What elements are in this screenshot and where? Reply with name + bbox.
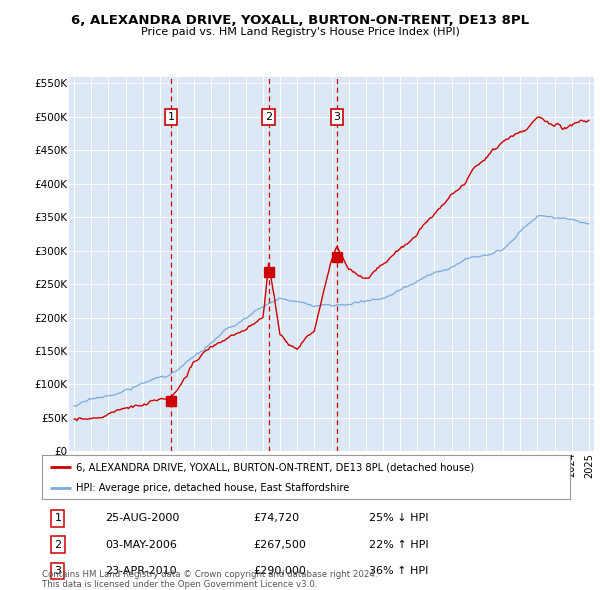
- Text: 03-MAY-2006: 03-MAY-2006: [106, 540, 177, 550]
- Text: Price paid vs. HM Land Registry's House Price Index (HPI): Price paid vs. HM Land Registry's House …: [140, 27, 460, 37]
- Text: 25% ↓ HPI: 25% ↓ HPI: [370, 513, 429, 523]
- Text: 6, ALEXANDRA DRIVE, YOXALL, BURTON-ON-TRENT, DE13 8PL: 6, ALEXANDRA DRIVE, YOXALL, BURTON-ON-TR…: [71, 14, 529, 27]
- Text: 36% ↑ HPI: 36% ↑ HPI: [370, 566, 429, 576]
- Text: 22% ↑ HPI: 22% ↑ HPI: [370, 540, 429, 550]
- Text: £74,720: £74,720: [253, 513, 299, 523]
- Text: HPI: Average price, detached house, East Staffordshire: HPI: Average price, detached house, East…: [76, 483, 350, 493]
- Text: 3: 3: [55, 566, 61, 576]
- Text: £267,500: £267,500: [253, 540, 306, 550]
- Text: 1: 1: [55, 513, 61, 523]
- Text: 23-APR-2010: 23-APR-2010: [106, 566, 177, 576]
- Text: 2: 2: [54, 540, 61, 550]
- Text: 25-AUG-2000: 25-AUG-2000: [106, 513, 180, 523]
- Text: 3: 3: [334, 112, 340, 122]
- Text: £290,000: £290,000: [253, 566, 306, 576]
- Text: Contains HM Land Registry data © Crown copyright and database right 2024.
This d: Contains HM Land Registry data © Crown c…: [42, 570, 377, 589]
- Text: 1: 1: [167, 112, 175, 122]
- Text: 6, ALEXANDRA DRIVE, YOXALL, BURTON-ON-TRENT, DE13 8PL (detached house): 6, ALEXANDRA DRIVE, YOXALL, BURTON-ON-TR…: [76, 462, 475, 472]
- Text: 2: 2: [265, 112, 272, 122]
